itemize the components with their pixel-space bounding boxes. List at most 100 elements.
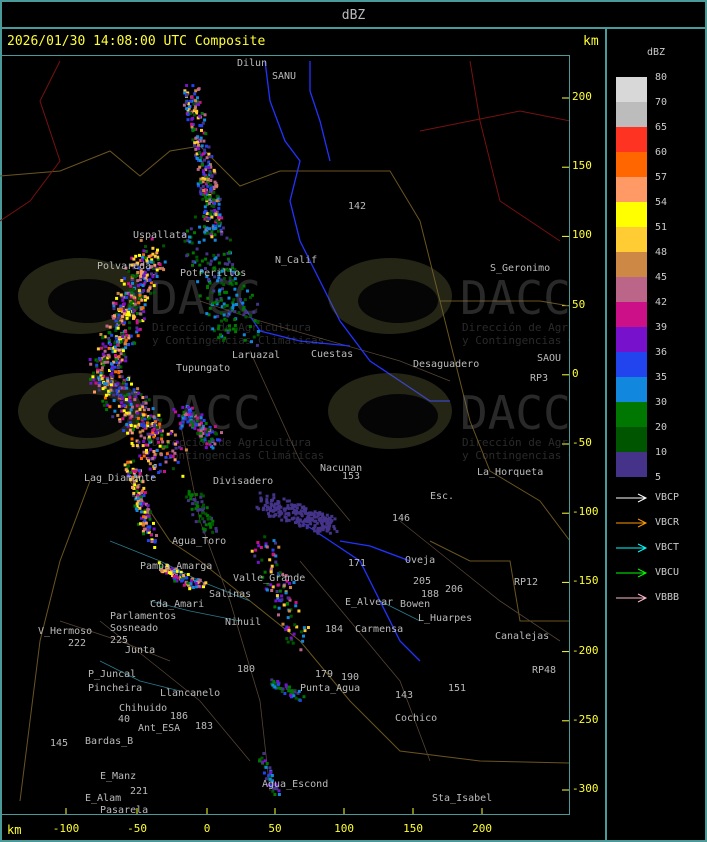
echo-cell: [104, 400, 108, 404]
echo-cell: [287, 507, 291, 510]
echo-cell: [120, 404, 124, 408]
echo-cell: [235, 303, 238, 306]
echo-cell: [319, 512, 323, 516]
echo-cell: [174, 442, 178, 446]
echo-cell: [197, 519, 201, 523]
echo-cell: [169, 572, 173, 575]
echo-cell: [200, 128, 203, 132]
echo-cell: [203, 158, 206, 162]
echo-cell: [197, 184, 200, 188]
echo-cell: [142, 249, 146, 253]
echo-cell: [187, 583, 191, 587]
echo-cell: [272, 787, 276, 791]
echo-cell: [147, 255, 151, 259]
echo-cell: [285, 499, 289, 503]
echo-cell: [101, 356, 105, 360]
echo-cell: [127, 343, 130, 347]
echo-cell: [207, 440, 211, 444]
province-borders: [0, 60, 569, 802]
echo-cell: [216, 438, 220, 442]
echo-cell: [225, 290, 229, 294]
echo-cell: [295, 625, 299, 629]
echo-cell: [133, 302, 137, 306]
echo-cell: [120, 375, 124, 379]
echo-cell: [113, 409, 117, 413]
echo-cell: [233, 287, 237, 291]
echo-cell: [119, 352, 123, 356]
echo-cell: [207, 278, 211, 281]
roads: [59, 300, 561, 792]
echo-cell: [109, 347, 113, 351]
echo-cell: [172, 408, 176, 412]
place-label: E_Alvear: [345, 597, 393, 608]
echo-cell: [286, 504, 290, 508]
echo-cell: [197, 423, 201, 427]
echo-cell: [202, 131, 206, 135]
echo-cell: [207, 212, 211, 216]
echo-cell: [260, 760, 264, 764]
echo-cell: [199, 492, 203, 496]
echo-cell: [212, 205, 216, 208]
echo-cell: [179, 574, 183, 578]
place-label: E_Manz: [100, 771, 136, 782]
echo-cell: [131, 391, 135, 395]
echo-cell: [259, 546, 263, 549]
echo-cell: [273, 793, 277, 796]
echo-cell: [208, 522, 212, 526]
echo-cell: [302, 695, 306, 699]
echo-cell: [299, 509, 303, 513]
echo-cell: [157, 413, 161, 417]
echo-cell: [102, 403, 106, 407]
echo-cell: [290, 638, 294, 642]
echo-cell: [148, 425, 152, 428]
echo-cell: [120, 295, 124, 299]
echo-cell: [154, 431, 158, 435]
echo-cell: [131, 288, 135, 291]
echo-cell: [157, 561, 161, 565]
echo-cell: [175, 569, 179, 573]
echo-cell: [138, 278, 142, 282]
echo-cell: [138, 293, 142, 297]
echo-cell: [191, 251, 195, 255]
echo-cell: [105, 324, 109, 328]
legend-level-label: 5: [655, 472, 662, 483]
echo-cell: [202, 520, 206, 524]
echo-cell: [226, 331, 230, 334]
echo-cell: [163, 445, 167, 449]
echo-cell: [205, 156, 209, 160]
echo-cell: [282, 497, 286, 501]
echo-cell: [182, 233, 186, 237]
echo-cell: [89, 381, 93, 385]
echo-cell: [122, 409, 126, 413]
echo-cell: [193, 260, 197, 264]
echo-cell: [292, 694, 296, 698]
echo-cell: [114, 329, 118, 333]
echo-cell: [191, 138, 195, 142]
echo-cell: [120, 409, 124, 413]
echo-cell: [140, 516, 143, 520]
legend-swatch: [616, 227, 647, 252]
echo-cell: [137, 422, 141, 426]
echo-cell: [294, 696, 298, 700]
echo-cell: [269, 567, 273, 571]
echo-cell: [269, 506, 272, 510]
echo-cell: [273, 685, 277, 689]
echo-cell: [129, 334, 133, 338]
echo-cell: [275, 594, 279, 598]
echo-cell: [181, 416, 185, 420]
echo-cell: [185, 93, 189, 97]
echo-cell: [132, 491, 136, 495]
echo-cell: [140, 510, 144, 514]
echo-cell: [298, 518, 302, 522]
echo-cell: [218, 292, 222, 296]
y-tick-label: 100: [572, 228, 592, 242]
echo-cell: [196, 508, 200, 512]
echo-cell: [287, 609, 291, 613]
radar-map[interactable]: DACC Dirección de Agricultura y Contingenc…: [0, 55, 570, 815]
radar-echoes: [88, 84, 339, 796]
echo-cell: [153, 263, 157, 267]
echo-cell: [265, 498, 269, 502]
echo-cell: [288, 581, 291, 585]
echo-cell: [285, 625, 289, 629]
echo-cell: [269, 570, 273, 574]
